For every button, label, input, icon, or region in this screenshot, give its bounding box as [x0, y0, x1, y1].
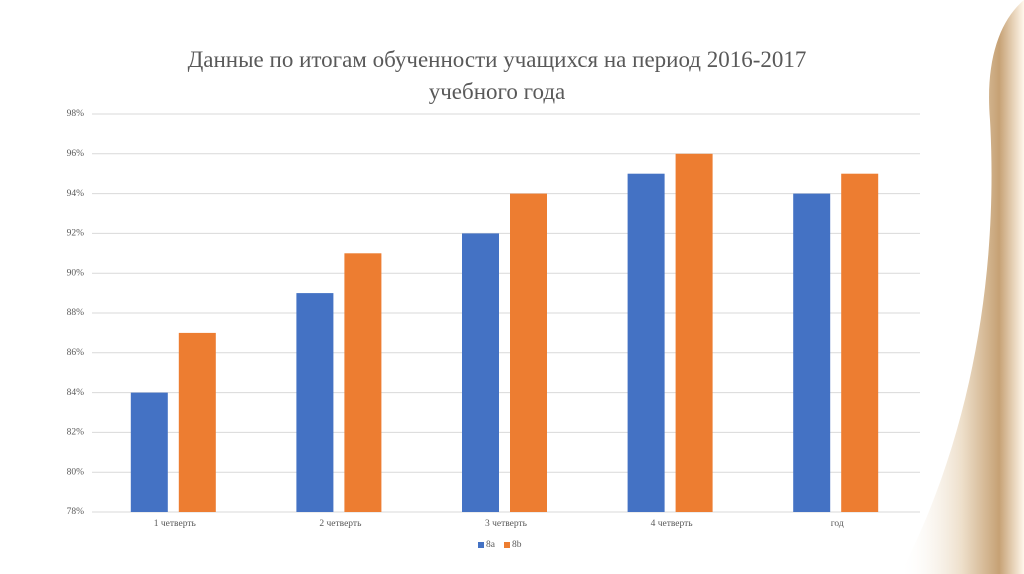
y-tick-label: 78% — [67, 507, 85, 517]
bar — [627, 173, 665, 512]
legend-swatch — [478, 542, 484, 548]
y-tick-label: 98% — [67, 109, 85, 119]
bar — [130, 392, 168, 512]
y-tick-label: 88% — [67, 308, 85, 318]
legend-label: 8b — [512, 540, 522, 550]
y-tick-label: 84% — [67, 388, 85, 398]
bar — [462, 233, 499, 512]
y-tick-label: 82% — [67, 428, 85, 438]
x-tick-label: 3 четверть — [485, 519, 528, 529]
bar — [841, 173, 879, 512]
x-tick-label: 1 четверть — [154, 519, 197, 529]
y-tick-label: 94% — [67, 189, 85, 199]
x-tick-label: 4 четверть — [651, 519, 694, 529]
y-tick-label: 92% — [67, 229, 85, 239]
chart-title: Данные по итогам обученности учащихся на… — [187, 47, 807, 104]
legend-swatch — [504, 542, 510, 548]
bar — [296, 293, 334, 512]
decoration — [900, 0, 1024, 574]
y-tick-label: 86% — [67, 348, 85, 358]
y-tick-label: 96% — [67, 149, 85, 159]
x-tick-label: год — [831, 519, 844, 529]
legend-label: 8a — [486, 540, 496, 550]
bar — [178, 332, 216, 512]
bar — [675, 153, 713, 513]
y-tick-label: 90% — [67, 268, 85, 278]
bar — [793, 193, 831, 512]
x-tick-label: 2 четверть — [319, 519, 362, 529]
y-tick-label: 80% — [67, 467, 85, 477]
bar — [510, 193, 547, 512]
bar — [344, 253, 382, 513]
